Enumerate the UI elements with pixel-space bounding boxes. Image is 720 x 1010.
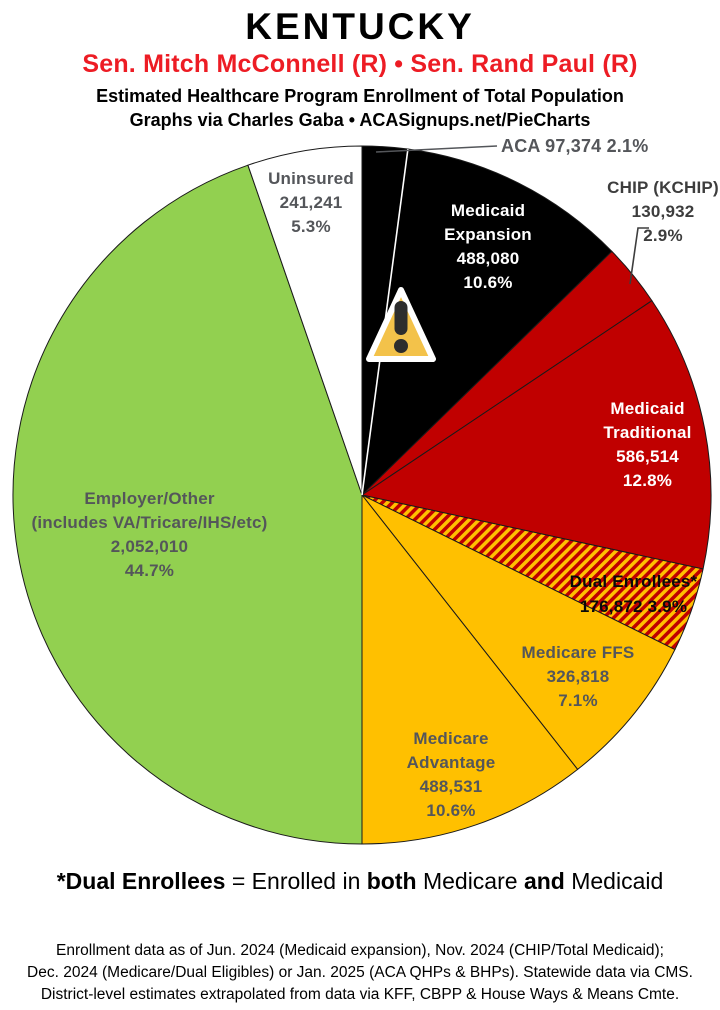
aca-leader-line — [375, 145, 498, 153]
pie-chart — [0, 140, 720, 852]
data-source-note: Enrollment data as of Jun. 2024 (Medicai… — [0, 940, 720, 1006]
subtitle-enrollment: Estimated Healthcare Program Enrollment … — [96, 86, 624, 106]
chip-leader-line — [629, 227, 649, 285]
senators-line: Sen. Mitch McConnell (R) • Sen. Rand Pau… — [82, 50, 638, 78]
pie-slice-uninsured — [247, 145, 363, 496]
warning-icon — [366, 287, 436, 362]
footer-line: Enrollment data as of Jun. 2024 (Medicai… — [56, 942, 664, 959]
pie-slice-medicaid-expansion — [361, 148, 613, 496]
subtitle-credit: Graphs via Charles Gaba • ACASignups.net… — [129, 110, 591, 130]
footer-line: Dec. 2024 (Medicare/Dual Eligibles) or J… — [27, 964, 693, 981]
warning-exclamation-dot — [394, 339, 408, 353]
pie-slice-medicaid-traditional — [361, 300, 712, 570]
dual-enrollees-footnote: *Dual Enrollees = Enrolled in both Medic… — [56, 868, 664, 894]
footer-line: District-level estimates extrapolated fr… — [40, 986, 680, 1003]
pie-slice-medicare-advantage — [361, 494, 579, 845]
page-title: KENTUCKY — [245, 6, 475, 47]
warning-exclamation-bar — [394, 301, 408, 335]
pie-slice-employer-other — [12, 164, 363, 845]
pie-slice-medicare-ffs — [361, 494, 676, 770]
